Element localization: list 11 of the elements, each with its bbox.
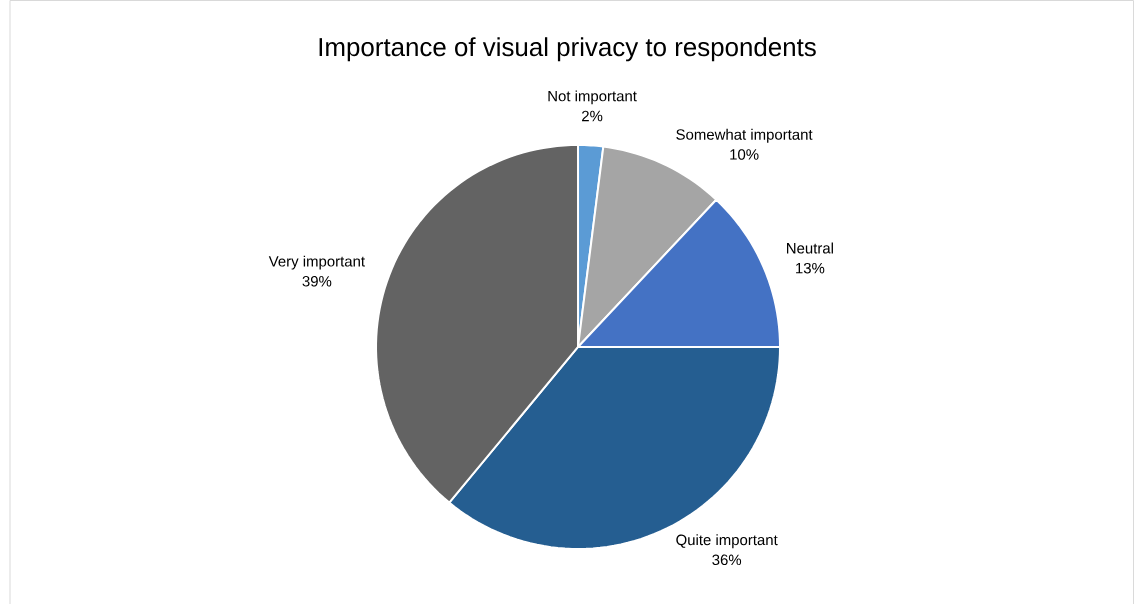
- data-label: 36%: [712, 554, 742, 565]
- slice-label: Not important: [548, 90, 637, 105]
- data-label: 39%: [302, 275, 332, 287]
- slice-label: Somewhat important: [676, 128, 813, 143]
- chart-title: Importance of visual privacy to respondents: [319, 36, 816, 62]
- data-label: 10%: [730, 148, 759, 160]
- data-label: 13%: [796, 262, 825, 274]
- data-label: 2%: [582, 110, 603, 121]
- slice-label: Very important: [268, 255, 365, 270]
- slice-label: Quite important: [676, 533, 778, 548]
- slice-label: Neutral: [787, 242, 833, 254]
